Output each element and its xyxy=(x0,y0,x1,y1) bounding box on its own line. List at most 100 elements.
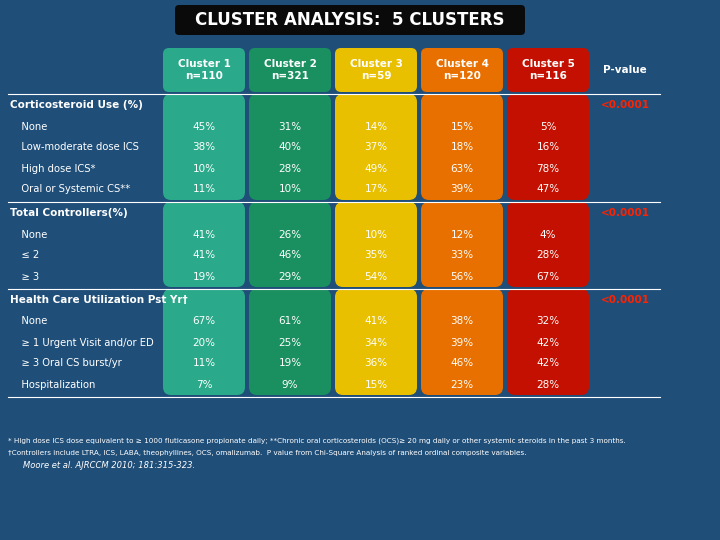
Text: 42%: 42% xyxy=(536,338,559,348)
Text: 39%: 39% xyxy=(451,338,474,348)
Text: 46%: 46% xyxy=(451,359,474,368)
Text: 28%: 28% xyxy=(279,164,302,173)
Text: Cluster 1
n=110: Cluster 1 n=110 xyxy=(178,59,230,81)
Text: 28%: 28% xyxy=(536,380,559,389)
Text: Oral or Systemic CS**: Oral or Systemic CS** xyxy=(12,185,130,194)
Text: 5%: 5% xyxy=(540,122,557,132)
Text: 47%: 47% xyxy=(536,185,559,194)
Text: ≥ 3 Oral CS burst/yr: ≥ 3 Oral CS burst/yr xyxy=(12,359,122,368)
FancyBboxPatch shape xyxy=(249,202,331,287)
Text: 32%: 32% xyxy=(536,316,559,327)
Text: 36%: 36% xyxy=(364,359,387,368)
Text: Cluster 4
n=120: Cluster 4 n=120 xyxy=(436,59,488,81)
Text: †Controllers include LTRA, ICS, LABA, theophyllines, OCS, omalizumab.  P value f: †Controllers include LTRA, ICS, LABA, th… xyxy=(8,450,526,456)
Text: P-value: P-value xyxy=(603,65,647,75)
FancyBboxPatch shape xyxy=(421,94,503,200)
Text: 26%: 26% xyxy=(279,230,302,240)
Text: 10%: 10% xyxy=(279,185,302,194)
FancyBboxPatch shape xyxy=(507,48,589,92)
Text: Cluster 3
n=59: Cluster 3 n=59 xyxy=(350,59,402,81)
Text: Health Care Utilization Pst Yr†: Health Care Utilization Pst Yr† xyxy=(10,295,188,305)
Text: 41%: 41% xyxy=(192,251,215,260)
Text: 17%: 17% xyxy=(364,185,387,194)
Text: 11%: 11% xyxy=(192,185,215,194)
Text: 41%: 41% xyxy=(192,230,215,240)
Text: 7%: 7% xyxy=(196,380,212,389)
Text: 41%: 41% xyxy=(364,316,387,327)
Text: None: None xyxy=(12,316,48,327)
FancyBboxPatch shape xyxy=(335,289,417,395)
FancyBboxPatch shape xyxy=(175,5,525,35)
Text: 33%: 33% xyxy=(451,251,474,260)
Text: Total Controllers(%): Total Controllers(%) xyxy=(10,208,127,218)
Text: 38%: 38% xyxy=(451,316,474,327)
Text: CLUSTER ANALYSIS:  5 CLUSTERS: CLUSTER ANALYSIS: 5 CLUSTERS xyxy=(195,11,505,29)
Text: None: None xyxy=(12,230,48,240)
Text: 38%: 38% xyxy=(192,143,215,152)
FancyBboxPatch shape xyxy=(163,94,245,200)
Text: 63%: 63% xyxy=(451,164,474,173)
FancyBboxPatch shape xyxy=(507,289,589,395)
FancyBboxPatch shape xyxy=(507,94,589,200)
Text: 56%: 56% xyxy=(451,272,474,281)
Text: Cluster 2
n=321: Cluster 2 n=321 xyxy=(264,59,316,81)
Text: 12%: 12% xyxy=(451,230,474,240)
Text: 67%: 67% xyxy=(536,272,559,281)
FancyBboxPatch shape xyxy=(163,289,245,395)
Text: 35%: 35% xyxy=(364,251,387,260)
Text: 19%: 19% xyxy=(279,359,302,368)
Text: <0.0001: <0.0001 xyxy=(600,208,649,218)
Text: * High dose ICS dose equivalent to ≥ 1000 fluticasone propionate daily; **Chroni: * High dose ICS dose equivalent to ≥ 100… xyxy=(8,437,626,444)
Text: 29%: 29% xyxy=(279,272,302,281)
Text: 67%: 67% xyxy=(192,316,215,327)
Text: ≤ 2: ≤ 2 xyxy=(12,251,40,260)
Text: 19%: 19% xyxy=(192,272,215,281)
FancyBboxPatch shape xyxy=(335,48,417,92)
Text: 61%: 61% xyxy=(279,316,302,327)
Text: 40%: 40% xyxy=(279,143,302,152)
Text: Cluster 5
n=116: Cluster 5 n=116 xyxy=(521,59,575,81)
Text: <0.0001: <0.0001 xyxy=(600,100,649,110)
FancyBboxPatch shape xyxy=(335,202,417,287)
FancyBboxPatch shape xyxy=(335,94,417,200)
Text: 42%: 42% xyxy=(536,359,559,368)
Text: ≥ 3: ≥ 3 xyxy=(12,272,39,281)
Text: 14%: 14% xyxy=(364,122,387,132)
Text: 45%: 45% xyxy=(192,122,215,132)
Text: Corticosteroid Use (%): Corticosteroid Use (%) xyxy=(10,100,143,110)
FancyBboxPatch shape xyxy=(507,202,589,287)
Text: 10%: 10% xyxy=(364,230,387,240)
Text: 15%: 15% xyxy=(364,380,387,389)
Text: 37%: 37% xyxy=(364,143,387,152)
Text: 23%: 23% xyxy=(451,380,474,389)
Text: Hospitalization: Hospitalization xyxy=(12,380,95,389)
Text: 46%: 46% xyxy=(279,251,302,260)
Text: 16%: 16% xyxy=(536,143,559,152)
Text: 15%: 15% xyxy=(451,122,474,132)
Text: 78%: 78% xyxy=(536,164,559,173)
Text: 49%: 49% xyxy=(364,164,387,173)
Text: None: None xyxy=(12,122,48,132)
Text: 11%: 11% xyxy=(192,359,215,368)
FancyBboxPatch shape xyxy=(163,202,245,287)
FancyBboxPatch shape xyxy=(421,48,503,92)
Text: 54%: 54% xyxy=(364,272,387,281)
Text: 9%: 9% xyxy=(282,380,298,389)
Text: 25%: 25% xyxy=(279,338,302,348)
Text: 4%: 4% xyxy=(540,230,557,240)
Text: Low-moderate dose ICS: Low-moderate dose ICS xyxy=(12,143,139,152)
Text: 10%: 10% xyxy=(192,164,215,173)
FancyBboxPatch shape xyxy=(163,48,245,92)
Text: 34%: 34% xyxy=(364,338,387,348)
Text: 20%: 20% xyxy=(192,338,215,348)
FancyBboxPatch shape xyxy=(249,94,331,200)
FancyBboxPatch shape xyxy=(249,289,331,395)
FancyBboxPatch shape xyxy=(249,48,331,92)
Text: 18%: 18% xyxy=(451,143,474,152)
Text: 39%: 39% xyxy=(451,185,474,194)
Text: ≥ 1 Urgent Visit and/or ED: ≥ 1 Urgent Visit and/or ED xyxy=(12,338,154,348)
FancyBboxPatch shape xyxy=(421,289,503,395)
FancyBboxPatch shape xyxy=(421,202,503,287)
Text: 28%: 28% xyxy=(536,251,559,260)
Text: <0.0001: <0.0001 xyxy=(600,295,649,305)
